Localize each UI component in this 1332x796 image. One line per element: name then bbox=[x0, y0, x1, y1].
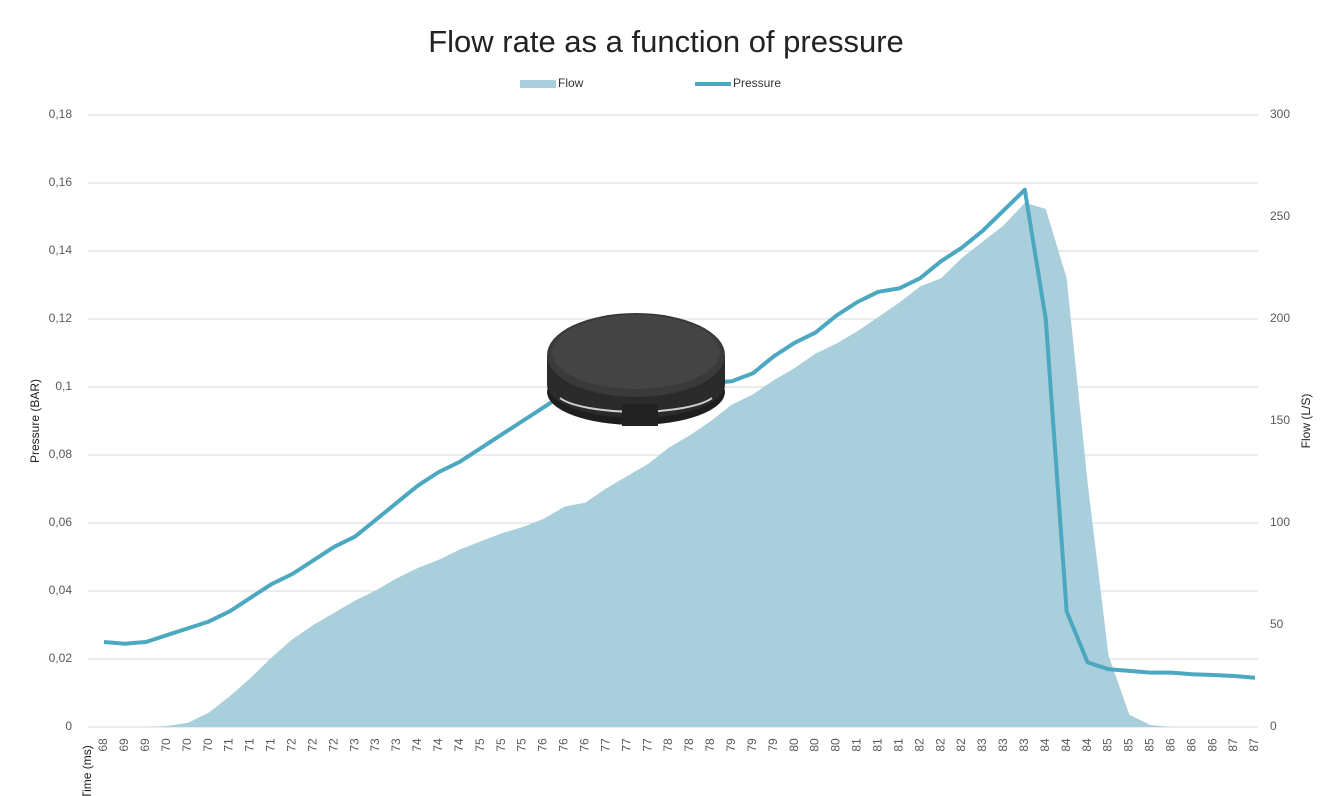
x-tick-label: 87 bbox=[1247, 738, 1261, 752]
y2-tick-label: 300 bbox=[1270, 107, 1290, 121]
legend-swatch bbox=[520, 80, 556, 88]
x-tick-label: 82 bbox=[954, 738, 968, 752]
x-tick-label: 83 bbox=[1017, 738, 1031, 752]
product-image bbox=[547, 313, 725, 426]
x-tick-label: 87 bbox=[1226, 738, 1240, 752]
x-tick-label: 82 bbox=[912, 738, 926, 752]
chart-title: Flow rate as a function of pressure bbox=[428, 24, 904, 59]
y2-axis-title: Flow (L/S) bbox=[1299, 394, 1313, 449]
x-tick-label: 75 bbox=[473, 738, 487, 752]
x-tick-label: 76 bbox=[557, 738, 571, 752]
y2-tick-label: 250 bbox=[1270, 209, 1290, 223]
x-tick-label: 76 bbox=[577, 738, 591, 752]
y2-tick-label: 200 bbox=[1270, 311, 1290, 325]
x-tick-label: 78 bbox=[682, 738, 696, 752]
x-tick-label: 83 bbox=[996, 738, 1010, 752]
x-tick-label: 77 bbox=[598, 738, 612, 752]
y-tick-label: 0,06 bbox=[49, 515, 73, 529]
x-tick-label: 72 bbox=[305, 738, 319, 752]
y2-tick-label: 0 bbox=[1270, 719, 1277, 733]
x-tick-label: 74 bbox=[431, 738, 445, 752]
x-tick-label: 85 bbox=[1101, 738, 1115, 752]
x-tick-label: 71 bbox=[264, 738, 278, 752]
legend-label: Pressure bbox=[733, 76, 781, 90]
y-tick-label: 0 bbox=[65, 719, 72, 733]
legend-label: Flow bbox=[558, 76, 584, 90]
y2-tick-label: 150 bbox=[1270, 413, 1290, 427]
y-tick-label: 0,16 bbox=[49, 175, 73, 189]
x-tick-label: 82 bbox=[933, 738, 947, 752]
x-tick-label: 72 bbox=[326, 738, 340, 752]
x-tick-label: 69 bbox=[138, 738, 152, 752]
x-tick-label: 75 bbox=[515, 738, 529, 752]
x-tick-label: 79 bbox=[745, 738, 759, 752]
x-tick-label: 69 bbox=[117, 738, 131, 752]
x-tick-label: 84 bbox=[1038, 738, 1052, 752]
y-tick-label: 0,18 bbox=[49, 107, 73, 121]
x-tick-label: 79 bbox=[766, 738, 780, 752]
x-tick-label: 85 bbox=[1122, 738, 1136, 752]
y2-tick-label: 50 bbox=[1270, 617, 1284, 631]
x-tick-label: 70 bbox=[180, 738, 194, 752]
x-tick-label: 81 bbox=[891, 738, 905, 752]
x-tick-label: 76 bbox=[536, 738, 550, 752]
x-tick-label: 72 bbox=[285, 738, 299, 752]
x-tick-label: 78 bbox=[661, 738, 675, 752]
x-tick-label: 86 bbox=[1163, 738, 1177, 752]
x-tick-label: 83 bbox=[975, 738, 989, 752]
x-tick-label: 68 bbox=[96, 738, 110, 752]
x-tick-label: 71 bbox=[243, 738, 257, 752]
x-tick-label: 74 bbox=[452, 738, 466, 752]
x-tick-label: 81 bbox=[870, 738, 884, 752]
x-tick-label: 80 bbox=[808, 738, 822, 752]
x-tick-label: 73 bbox=[347, 738, 361, 752]
chart: Flow rate as a function of pressure Pres… bbox=[0, 0, 1332, 796]
y-tick-label: 0,08 bbox=[49, 447, 73, 461]
x-tick-label: 86 bbox=[1205, 738, 1219, 752]
y-tick-label: 0,1 bbox=[55, 379, 72, 393]
x-tick-label: 70 bbox=[201, 738, 215, 752]
y2-tick-label: 100 bbox=[1270, 515, 1290, 529]
x-tick-label: 85 bbox=[1143, 738, 1157, 752]
x-tick-label: 84 bbox=[1080, 738, 1094, 752]
x-tick-label: 80 bbox=[787, 738, 801, 752]
x-tick-label: 81 bbox=[850, 738, 864, 752]
y-tick-label: 0,02 bbox=[49, 651, 73, 665]
x-tick-label: 71 bbox=[222, 738, 236, 752]
y-tick-label: 0,14 bbox=[49, 243, 73, 257]
plot: 0 0,02 0,04 0,06 0,08 0,1 0,12 0,14 0,16 0,18 0 50 1… bbox=[49, 107, 1291, 752]
x-tick-label: 78 bbox=[703, 738, 717, 752]
x-tick-label: 77 bbox=[640, 738, 654, 752]
y-tick-label: 0,04 bbox=[49, 583, 73, 597]
x-axis-title: Time (ms) bbox=[80, 745, 94, 796]
x-tick-label: 73 bbox=[368, 738, 382, 752]
x-tick-label: 77 bbox=[619, 738, 633, 752]
y-tick-label: 0,12 bbox=[49, 311, 73, 325]
x-tick-label: 79 bbox=[724, 738, 738, 752]
x-tick-label: 84 bbox=[1059, 738, 1073, 752]
x-tick-label: 86 bbox=[1184, 738, 1198, 752]
x-tick-label: 70 bbox=[159, 738, 173, 752]
x-tick-label: 74 bbox=[410, 738, 424, 752]
y-axis-title: Pressure (BAR) bbox=[28, 379, 42, 463]
x-tick-label: 75 bbox=[494, 738, 508, 752]
x-tick-label: 80 bbox=[829, 738, 843, 752]
x-tick-label: 73 bbox=[389, 738, 403, 752]
